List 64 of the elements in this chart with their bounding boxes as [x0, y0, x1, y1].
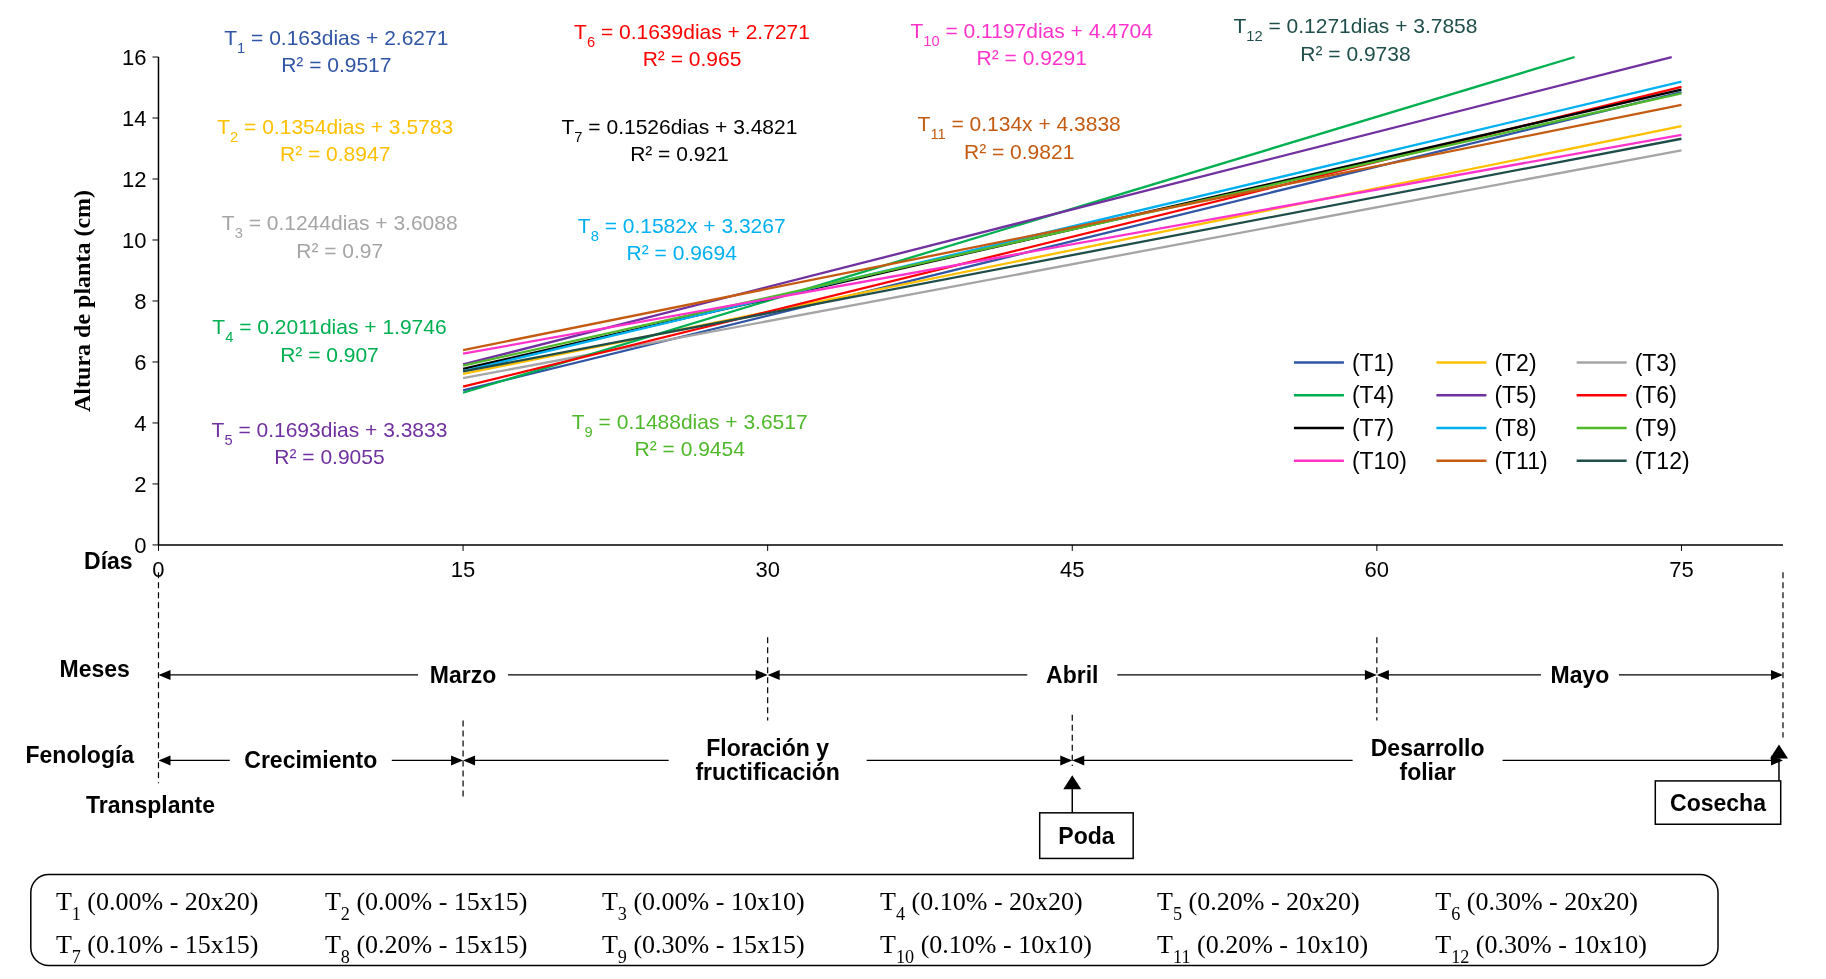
text: Cosecha: [1670, 789, 1767, 816]
legend-label: (T6): [1634, 382, 1677, 409]
y-tick-label: 4: [134, 410, 147, 436]
annotation: R² = 0.9454: [634, 437, 746, 461]
x-tick-label: 75: [1669, 556, 1694, 582]
annotation: R² = 0.9291: [976, 46, 1087, 70]
x-tick-label: 15: [450, 556, 476, 582]
text: T$_{3}$ (0.00% - 10x10): [601, 886, 805, 924]
legend-label: (T9): [1634, 415, 1677, 442]
text: T$_{1}$ = 0.163dias + 2.6271: [224, 25, 449, 56]
legend-label: (T1): [1351, 349, 1395, 376]
text: T$_{10}$ = 0.1197dias + 4.4704: [910, 18, 1154, 49]
y-tick-label: 6: [134, 349, 147, 375]
annotation: T$_{9}$ = 0.1488dias + 3.6517: [571, 409, 808, 440]
legend-label: (T10): [1351, 447, 1407, 474]
annotation: R² = 0.9517: [281, 53, 392, 76]
x-tick-label: 30: [755, 556, 780, 582]
annotation: T$_{8}$ = 0.1582x + 3.3267: [577, 213, 786, 244]
annotation: R² = 0.965: [642, 47, 742, 71]
x-tick-label: 0: [152, 556, 165, 582]
text: Abril: [1046, 661, 1099, 688]
y-tick-label: 12: [122, 166, 147, 192]
x-tick-label: 60: [1364, 556, 1390, 582]
text: T$_{7}$ (0.10% - 15x15): [55, 930, 259, 968]
legend-label: (T7): [1351, 415, 1395, 442]
legend-label: (T3): [1634, 349, 1677, 376]
text: T$_{6}$ (0.30% - 20x20): [1435, 886, 1638, 924]
x-axis-title: Días: [84, 547, 133, 574]
text: Marzo: [429, 661, 497, 688]
text: Transplante: [85, 791, 216, 818]
legend-label: (T12): [1634, 447, 1690, 474]
legend-label: (T8): [1494, 415, 1537, 442]
text: T$_{11}$ (0.20% - 10x10): [1157, 930, 1369, 968]
text: Poda: [1058, 822, 1115, 849]
text: Floración y fructificación: [695, 735, 840, 786]
y-tick-label: 2: [134, 471, 147, 497]
text: T$_{6}$ = 0.1639dias + 2.7271: [574, 19, 810, 50]
text: T$_{2}$ (0.00% - 15x15): [324, 886, 528, 924]
text: T$_{4}$ (0.10% - 20x20): [880, 886, 1083, 924]
text: T$_{10}$ (0.10% - 10x10): [880, 930, 1092, 968]
text: Desarrollo foliar: [1370, 735, 1485, 786]
text: Meses: [59, 656, 130, 683]
y-tick-label: 16: [122, 44, 147, 70]
y-tick-label: 14: [122, 105, 147, 131]
y-axis-title: Altura de planta (cm): [69, 189, 96, 412]
text: Crecimiento: [244, 747, 378, 774]
legend-label: (T11): [1494, 447, 1548, 474]
annotation: R² = 0.9694: [626, 241, 738, 265]
annotation: T$_{5}$ = 0.1693dias + 3.3833: [211, 417, 448, 448]
legend-label: (T2): [1494, 349, 1537, 376]
text: Mayo: [1550, 661, 1610, 688]
text: T$_{12}$ (0.30% - 10x10): [1435, 930, 1647, 968]
text: T$_{8}$ (0.20% - 15x15): [324, 930, 528, 968]
y-tick-label: 8: [134, 288, 147, 314]
x-tick-label: 45: [1060, 556, 1085, 582]
legend-label: (T4): [1351, 382, 1395, 409]
annotation: R² = 0.9055: [274, 445, 385, 469]
text: Fenología: [25, 741, 135, 768]
y-tick-label: 0: [134, 532, 147, 558]
legend-label: (T5): [1494, 382, 1537, 409]
text: T$_{1}$ (0.00% - 20x20): [55, 886, 259, 924]
y-tick-label: 10: [122, 227, 147, 253]
text: T$_{5}$ (0.20% - 20x20): [1157, 886, 1360, 924]
text: T$_{9}$ (0.30% - 15x15): [601, 930, 805, 968]
